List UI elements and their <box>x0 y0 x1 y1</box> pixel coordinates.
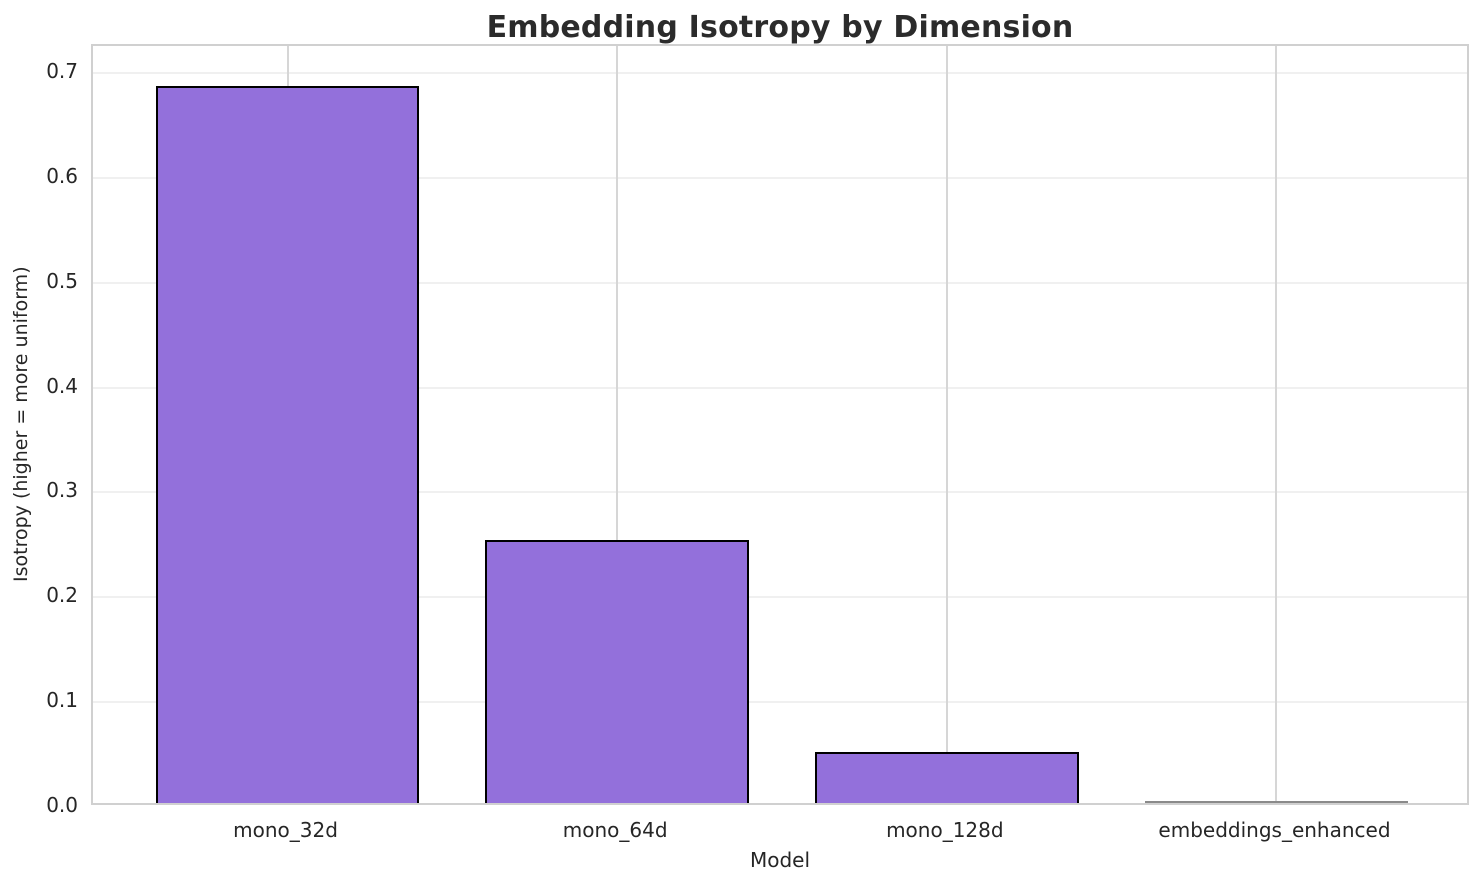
v-gridline-mono_64d <box>616 46 619 803</box>
bar-mono_32d <box>155 85 420 803</box>
plot-area <box>91 44 1469 805</box>
y-tick-label-0.6: 0.6 <box>46 163 78 188</box>
h-gridline-0.3 <box>93 491 1467 494</box>
y-tick-label-0.4: 0.4 <box>46 373 78 398</box>
x-tick-label-mono_64d: mono_64d <box>562 818 668 842</box>
y-tick-label-0.3: 0.3 <box>46 478 78 503</box>
x-tick-label-mono_128d: mono_128d <box>886 818 1004 842</box>
y-tick-label-0.7: 0.7 <box>46 58 78 83</box>
h-gridline-0.2 <box>93 596 1467 599</box>
bar-mono_128d <box>814 751 1079 803</box>
y-tick-label-0.0: 0.0 <box>46 793 78 817</box>
y-tick-label-0.1: 0.1 <box>46 688 78 713</box>
y-tick-label-0.2: 0.2 <box>46 583 78 608</box>
x-axis-label: Model <box>749 848 811 872</box>
x-tick-label-embeddings_enhanced: embeddings_enhanced <box>1158 818 1391 842</box>
h-gridline-0.1 <box>93 701 1467 704</box>
bar-embeddings_enhanced <box>1144 801 1409 803</box>
h-gridline-0.6 <box>93 176 1467 179</box>
v-gridline-embeddings_enhanced <box>1275 46 1278 803</box>
h-gridline-0.4 <box>93 386 1467 389</box>
chart-title: Embedding Isotropy by Dimension <box>486 10 1074 45</box>
h-gridline-0.5 <box>93 281 1467 284</box>
v-gridline-mono_128d <box>945 46 948 803</box>
x-tick-label-mono_32d: mono_32d <box>233 818 338 842</box>
y-tick-label-0.5: 0.5 <box>46 268 78 293</box>
h-gridline-0.7 <box>93 71 1467 74</box>
bar-mono_64d <box>485 539 750 803</box>
